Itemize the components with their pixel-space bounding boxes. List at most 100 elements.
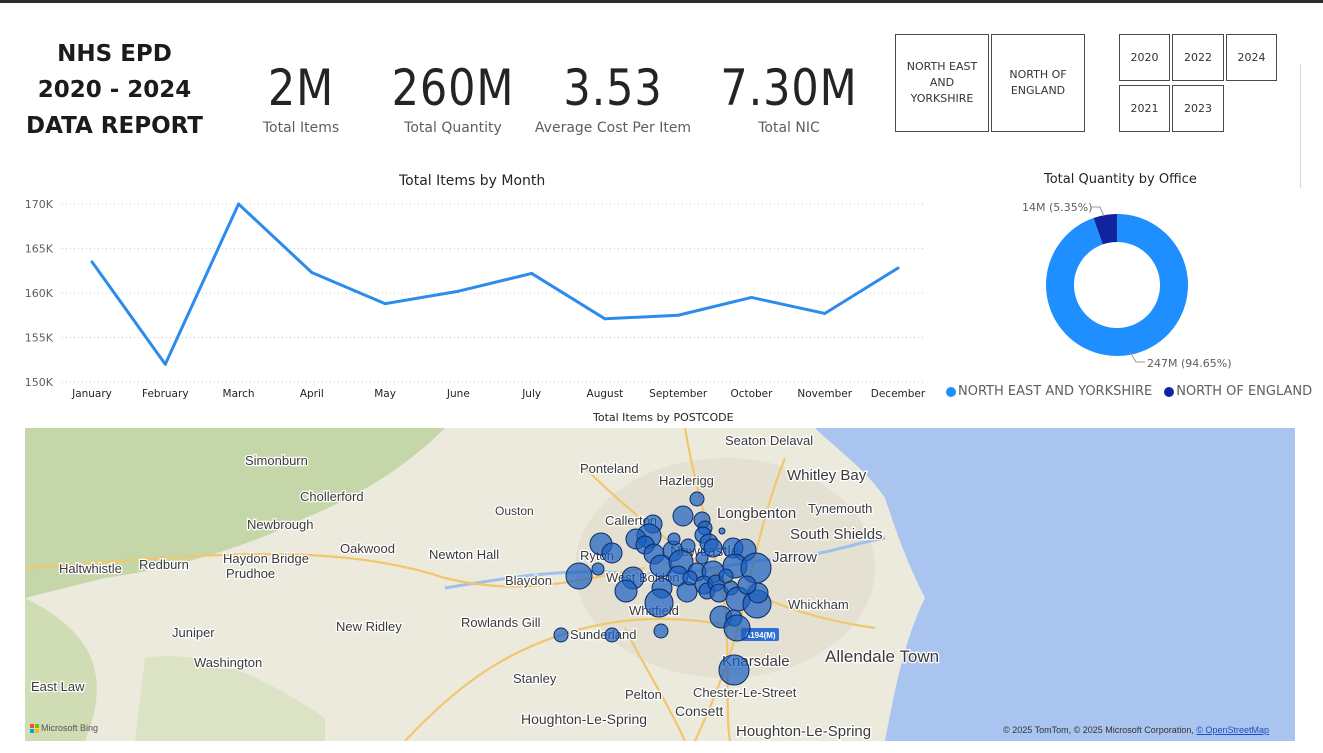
kpi-card-total-items: 2M Total Items: [246, 58, 356, 136]
data-point: [310, 271, 314, 275]
map-place-label: Prudhoe: [226, 566, 275, 581]
map-place-label: Haydon Bridge: [223, 551, 309, 566]
legend-label: NORTH EAST AND YORKSHIRE: [958, 384, 1153, 399]
postcode-bubble: [718, 527, 726, 535]
donut-chart-title: Total Quantity by Office: [1044, 172, 1197, 187]
map-place-label: Consett: [675, 703, 723, 719]
legend-dot-icon: [1164, 386, 1175, 397]
data-point: [456, 289, 460, 293]
x-tick-label: November: [797, 388, 852, 400]
y-tick-label: 150K: [25, 376, 54, 389]
postcode-bubble: [614, 579, 638, 603]
donut-slice: [1093, 214, 1117, 245]
map-place-label: Newbrough: [247, 517, 314, 532]
map-place-label: Oakwood: [340, 541, 395, 556]
map-place-label: Ponteland: [580, 461, 639, 476]
data-point: [90, 260, 94, 264]
microsoft-bing-logo: Microsoft Bing: [30, 723, 98, 733]
line-chart: 150K 155K 160K 165K 170K January February March…: [25, 198, 926, 400]
series-line: [90, 202, 899, 366]
data-label: 14M (5.35%): [1022, 201, 1093, 214]
postcode-bubble: [689, 491, 705, 507]
kpi-label: Total Items: [262, 120, 340, 136]
kpi-label: Total Quantity: [404, 120, 502, 136]
map-road: [404, 617, 766, 741]
kpi-value: 260M: [391, 59, 515, 117]
leader-line: [1092, 206, 1105, 217]
map-place-label: Longbenton: [717, 505, 796, 522]
x-tick-label: December: [871, 388, 926, 400]
data-point: [383, 302, 387, 306]
map-credit-text: © 2025 TomTom, © 2025 Microsoft Corporat…: [1003, 725, 1197, 735]
map-place-label: Allendale Town: [825, 647, 939, 666]
postcode-bubble: [565, 562, 593, 590]
postcode-bubble: [682, 570, 698, 586]
map-provider-label: Microsoft Bing: [41, 723, 99, 733]
kpi-label: Total NIC: [758, 120, 820, 136]
map-place-label: New Ridley: [336, 619, 402, 634]
postcode-bubble: [718, 568, 734, 584]
kpi-value: 7.30M: [720, 59, 858, 117]
kpi-card-total-quantity: 260M Total Quantity: [375, 58, 531, 136]
postcode-bubble: [718, 654, 750, 686]
x-tick-label: April: [300, 388, 324, 400]
slicer-office-north-east-yorkshire[interactable]: NORTH EAST AND YORKSHIRE: [895, 34, 989, 132]
data-label: 247M (94.65%): [1147, 357, 1232, 370]
map-terrain: [135, 656, 325, 741]
map-place-label: Newton Hall: [429, 547, 499, 562]
map-place-label: South Shields: [790, 526, 883, 543]
x-tick-label: September: [649, 388, 708, 400]
y-tick-label: 165K: [25, 243, 54, 256]
report-title-line: DATA REPORT: [25, 113, 203, 139]
kpi-value: 2M: [267, 59, 335, 117]
data-point: [676, 313, 680, 317]
report-title-line: 2020 - 2024: [37, 77, 192, 103]
slicer-year-2023[interactable]: 2023: [1172, 85, 1224, 132]
report-title: NHS EPD 2020 - 2024 DATA REPORT: [22, 36, 207, 144]
slicer-year-2024[interactable]: 2024: [1226, 34, 1277, 81]
map-sea: [815, 428, 1295, 741]
y-tick-label: 155K: [25, 332, 54, 345]
donut-slice: [1046, 214, 1188, 356]
slicer-office-north-of-england[interactable]: NORTH OF ENGLAND: [991, 34, 1085, 132]
map-place-label: East Law: [31, 679, 85, 694]
data-point: [603, 317, 607, 321]
map-place-label: Hazlerigg: [659, 473, 714, 488]
postcode-map[interactable]: Seaton Delaval Simonburn Ponteland Whitley …: [25, 428, 1295, 741]
slicer-year-2020[interactable]: 2020: [1119, 34, 1170, 81]
line-chart-title: Total Items by Month: [399, 173, 546, 189]
map-place-label: Washington: [194, 655, 262, 670]
map-place-label: Houghton-Le-Spring: [736, 723, 871, 740]
road-shield-icon: [741, 628, 779, 641]
slicer-scrollbar[interactable]: [1300, 64, 1301, 188]
map-place-label: Chester-Le-Street: [693, 685, 797, 700]
kpi-card-total-nic: 7.30M Total NIC: [706, 58, 872, 136]
data-point: [823, 311, 827, 315]
postcode-bubble: [676, 581, 698, 603]
map-place-label: Blaydon: [505, 573, 552, 588]
map-title: Total Items by POSTCODE: [593, 411, 734, 424]
map-place-label: Pelton: [625, 687, 662, 702]
kpi-card-average-cost: 3.53 Average Cost Per Item: [532, 58, 694, 136]
map-place-label: Seaton Delaval: [725, 433, 813, 448]
postcode-bubble: [553, 627, 569, 643]
openstreetmap-link[interactable]: © OpenStreetMap: [1196, 725, 1269, 735]
kpi-label: Average Cost Per Item: [534, 120, 692, 136]
postcode-bubble: [601, 542, 623, 564]
postcode-bubble: [591, 562, 605, 576]
x-tick-label: August: [587, 388, 624, 400]
microsoft-logo-icon: [30, 723, 39, 733]
data-point: [896, 266, 900, 270]
map-place-label: Whitley Bay: [787, 467, 867, 484]
map-place-label: Chollerford: [300, 489, 364, 504]
legend-item-north-east-yorkshire[interactable]: NORTH EAST AND YORKSHIRE: [946, 384, 1152, 399]
map-road: [624, 627, 686, 741]
x-tick-label: May: [374, 388, 396, 400]
slicer-year-2021[interactable]: 2021: [1119, 85, 1170, 132]
map-attribution: © 2025 TomTom, © 2025 Microsoft Corporat…: [1003, 725, 1269, 735]
legend-item-north-of-england[interactable]: NORTH OF ENGLAND: [1164, 384, 1312, 399]
legend-label: NORTH OF ENGLAND: [1176, 384, 1313, 399]
slicer-year-2022[interactable]: 2022: [1172, 34, 1224, 81]
x-tick-label: July: [521, 388, 541, 400]
x-tick-label: October: [730, 388, 773, 400]
